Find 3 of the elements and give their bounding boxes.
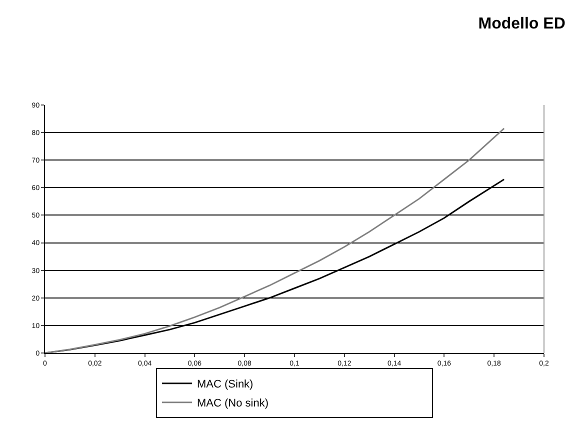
legend-label: MAC (No sink)	[197, 398, 269, 410]
chart-title: Modello ED	[478, 15, 566, 32]
legend-label: MAC (Sink)	[197, 378, 254, 391]
